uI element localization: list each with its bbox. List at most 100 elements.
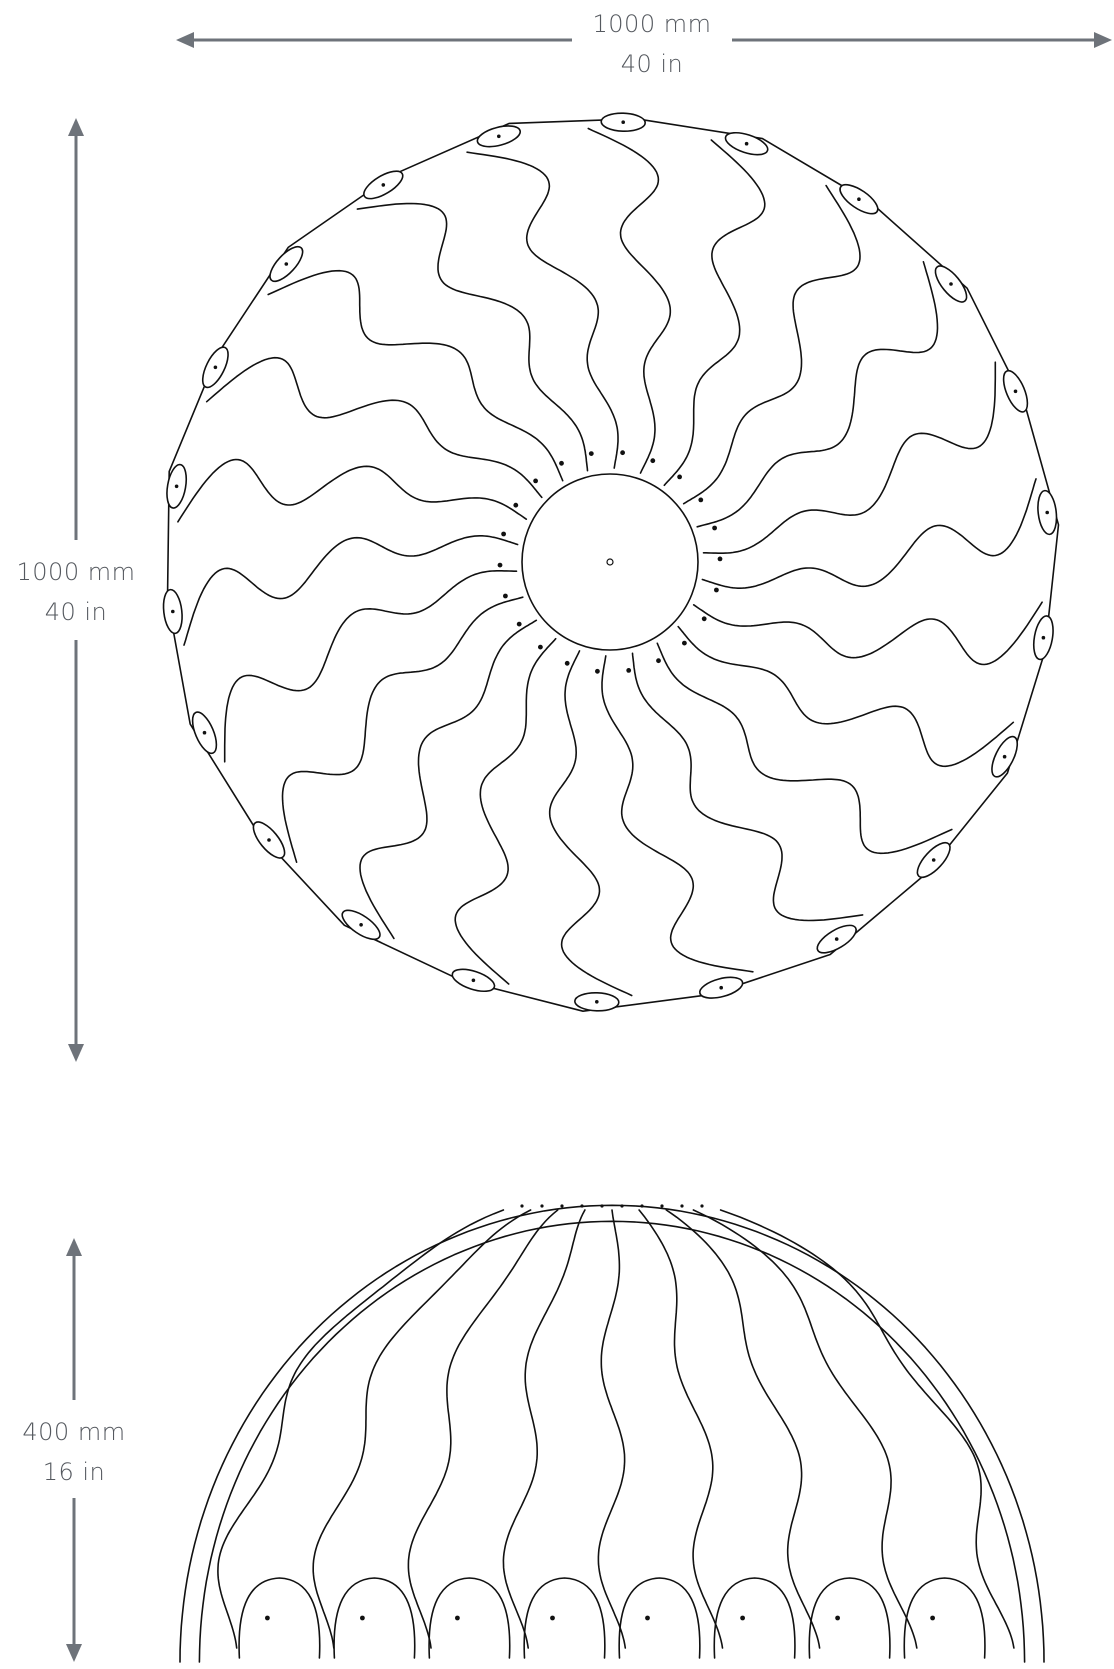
- rivet-dot: [501, 531, 506, 537]
- side-petal-edge: [719, 1209, 1015, 1649]
- side-petal-lobe: [618, 1577, 701, 1659]
- petal-edge: [677, 625, 1015, 768]
- petal-edge: [692, 601, 1043, 666]
- side-petal-edge: [312, 1209, 532, 1649]
- petal-edge: [696, 261, 939, 528]
- rivet-dot: [595, 1000, 599, 1004]
- rivet-dot: [360, 1615, 365, 1621]
- rivet-dot: [267, 838, 271, 842]
- rivet-dot: [1045, 510, 1049, 515]
- rivet-dot: [834, 937, 839, 941]
- side-petal-lobe: [333, 1577, 416, 1659]
- rivet-dot: [719, 985, 723, 990]
- center-hole-icon: [606, 558, 614, 566]
- side-petal-lobe: [238, 1577, 321, 1659]
- side-petal-edge: [692, 1209, 918, 1649]
- rivet-dot: [359, 923, 363, 927]
- top-outer-edge: [166, 118, 1060, 1012]
- rivet-dot: [645, 1615, 650, 1621]
- rivet-dot: [626, 668, 632, 673]
- rivet-dot: [1041, 635, 1046, 640]
- petal-edge: [702, 361, 997, 554]
- rivet-dot: [680, 1204, 684, 1208]
- rivet-dot: [538, 644, 543, 650]
- rivet-dot: [621, 120, 625, 124]
- rivet-dot: [931, 858, 936, 862]
- petal-edge: [466, 151, 619, 469]
- rivet-dot: [381, 183, 386, 187]
- petal-edge: [548, 650, 633, 997]
- side-petal-edge: [597, 1209, 627, 1649]
- side-dome-inner-outline: [198, 1220, 1026, 1663]
- side-petal-edge: [217, 1209, 505, 1649]
- rivet-dot: [712, 525, 717, 531]
- side-dome-outline: [179, 1204, 1045, 1663]
- rivet-dot: [857, 197, 861, 201]
- rivet-dot: [701, 616, 707, 622]
- arrowhead-up-icon: [68, 118, 84, 136]
- rivet-dot: [503, 593, 508, 599]
- petal-edge: [223, 570, 518, 763]
- width-dimension: 1000 mm 40 in: [176, 10, 1112, 78]
- top-height-in-label: 40 in: [45, 598, 108, 626]
- side-view-height-dimension: 400 mm 16 in: [22, 1238, 125, 1662]
- rivet-dot: [595, 668, 600, 674]
- petal-edge: [701, 478, 1037, 589]
- rivet-dot: [656, 658, 661, 664]
- side-petal-edge: [665, 1209, 821, 1649]
- rivet-dot: [497, 134, 501, 139]
- arrowhead-down-icon: [68, 1044, 84, 1062]
- rivet-dot: [516, 621, 522, 627]
- rivet-dot: [471, 978, 476, 983]
- rivet-dot: [564, 660, 570, 666]
- rivet-dot: [1002, 754, 1007, 759]
- rivet-dot: [580, 1204, 584, 1208]
- rivet-dot: [550, 1615, 555, 1621]
- rivet-dot: [174, 484, 179, 489]
- petal-edge: [601, 655, 754, 973]
- arrowhead-down-icon: [66, 1644, 82, 1662]
- rivet-dot: [660, 1204, 664, 1208]
- rivet-dot: [650, 458, 656, 464]
- petal-edge: [682, 184, 861, 505]
- width-mm-label: 1000 mm: [593, 10, 712, 38]
- side-petal-edge: [638, 1209, 724, 1649]
- side-petal-lobe: [808, 1577, 891, 1659]
- petal-edge: [359, 619, 538, 940]
- rivet-dot: [497, 562, 503, 568]
- petal-edge: [656, 642, 953, 855]
- petal-edge: [183, 535, 519, 646]
- rivet-dot: [171, 609, 175, 614]
- side-petal-lobe: [903, 1577, 986, 1659]
- arrowhead-left-icon: [176, 32, 194, 48]
- rivet-dot: [620, 450, 625, 456]
- rivet-dot: [284, 262, 289, 266]
- lamp-side-view: [179, 1204, 1045, 1663]
- rivet-dot: [559, 460, 564, 466]
- rivet-dot: [455, 1615, 460, 1621]
- petal-edge: [205, 356, 543, 499]
- rivet-dot: [1013, 389, 1018, 394]
- side-height-mm-label: 400 mm: [22, 1418, 125, 1446]
- petal-edge: [177, 458, 528, 523]
- rivet-dot: [930, 1615, 935, 1621]
- rivet-dot: [949, 282, 953, 286]
- rivet-dot: [682, 640, 687, 646]
- petal-edge: [663, 139, 766, 487]
- rivet-dot: [520, 1204, 524, 1208]
- rivet-dot: [588, 451, 594, 456]
- rivet-dot: [533, 478, 538, 484]
- petal-edge: [631, 652, 864, 922]
- top-height-mm-label: 1000 mm: [17, 558, 136, 586]
- petal-edge: [587, 127, 672, 474]
- petal-edge: [267, 269, 564, 482]
- rivet-dot: [714, 587, 719, 593]
- rivet-dot: [513, 502, 519, 508]
- side-petal-lobe: [523, 1577, 606, 1659]
- rivet-dot: [540, 1204, 544, 1208]
- rivet-dot: [202, 730, 207, 735]
- rivet-dot: [640, 1204, 644, 1208]
- rivet-dot: [677, 474, 682, 480]
- arrowhead-right-icon: [1094, 32, 1112, 48]
